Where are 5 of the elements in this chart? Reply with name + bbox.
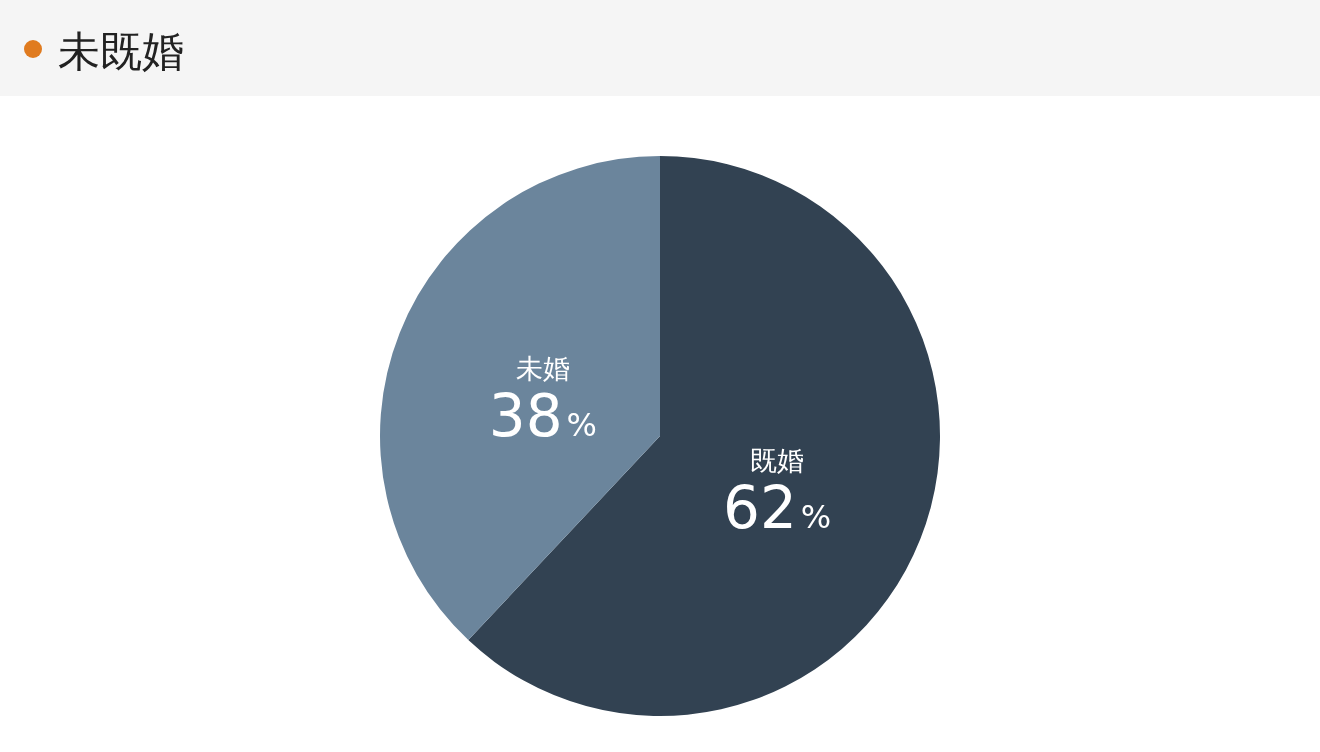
data-label: 38% <box>488 381 597 450</box>
chart-title: 未既婚 <box>58 27 184 76</box>
slice-label: 未婚 <box>515 352 570 384</box>
data-label: 62% <box>723 474 832 543</box>
slice-label: 既婚 <box>750 445 805 477</box>
